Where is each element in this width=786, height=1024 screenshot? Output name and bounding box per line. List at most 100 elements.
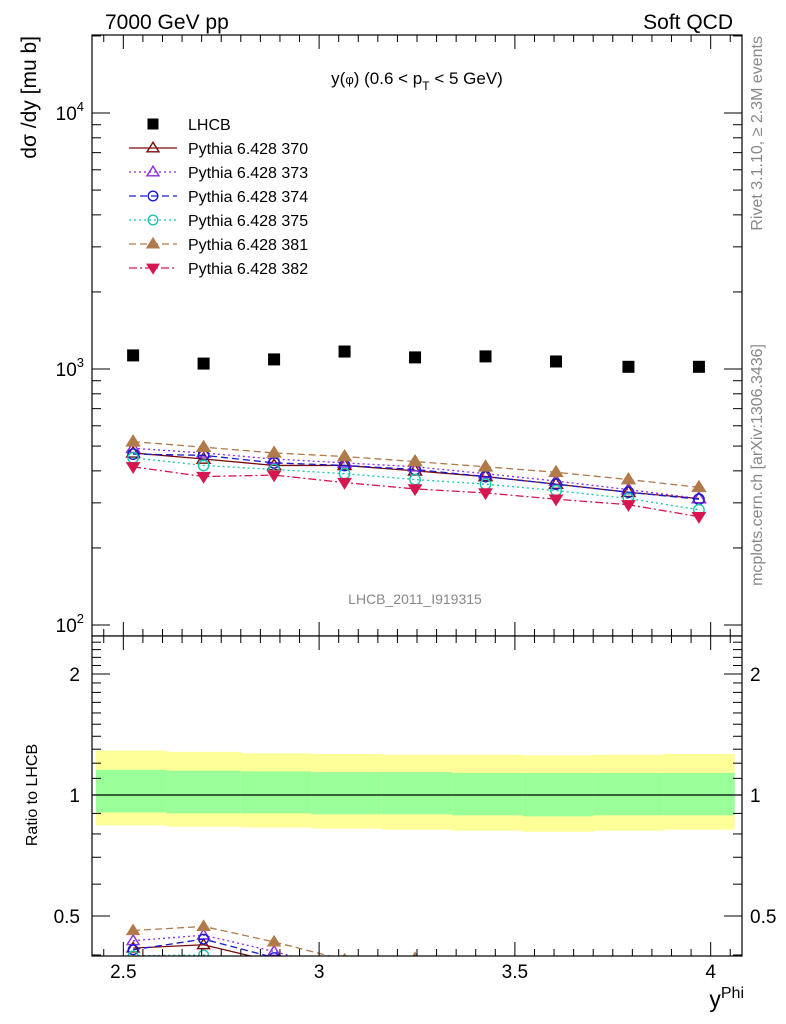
legend: LHCB Pythia 6.428 370 Pythia 6.428 373 Pyth… [129,117,308,278]
ratio-series-3-point-5 [481,979,491,989]
ratio-series-1-point-4 [409,968,421,978]
plot-title-post: < 5 GeV) [430,69,503,88]
plot-title-pre: y( [331,69,346,88]
ratio-series-2-point-2 [266,944,282,956]
ratio-series-1-point-1 [196,937,211,950]
legend-label-4: Pythia 6.428 375 [188,213,308,230]
ratio-series-6-line [133,970,699,1024]
main-ylabel: dσ /dy [mu b] [18,36,41,159]
ratio-series-3-point-6 [551,983,561,993]
main-series-6-point-0 [125,462,141,474]
ratio-series-3-point-7 [624,987,634,997]
ratio-series-4-point-4 [410,982,420,992]
main-series-4-point-1 [197,459,210,472]
ratio-series-5-point-6 [550,963,562,973]
ratio-ytick-label-right-0: 0.5 [750,907,776,928]
main-series-0-point-5 [479,350,492,363]
ratio-series-3-point-1 [198,933,210,945]
main-series-5-point-2 [266,445,282,458]
ratio-series-6-point-2 [268,973,280,983]
legend-label-1: Pythia 6.428 370 [188,141,308,158]
legend-label-5: Pythia 6.428 381 [188,237,308,254]
legend-marker-4 [147,214,159,226]
main-series-5-line [133,441,699,488]
x-axis-label: yPhi [709,985,744,1012]
ratio-series-5-point-5 [480,962,492,972]
ratio-series-4-point-2 [269,963,279,973]
main-series-0-point-3 [338,345,351,358]
ratio-ytick-label-left-1: 1 [69,786,80,807]
main-series-5-point-6 [548,464,564,478]
mcplots-side-text: mcplots.cern.ch [arXiv:1306.3436] [749,344,766,586]
main-series-0-point-6 [550,355,563,368]
main-ytick-label-1-exp: 3 [77,355,84,370]
main-series-5-point-8 [691,479,707,493]
ratio-series-6-point-5 [480,1005,492,1015]
legend-label-6: Pythia 6.428 382 [188,261,308,278]
plot-title-phi: φ [345,72,353,87]
main-series-0-point-2 [268,353,281,366]
main-series-5-point-7 [620,471,637,485]
main-ytick-label-1-base: 10 [56,360,77,381]
main-ytick-label-2: 104 [56,99,84,125]
ratio-band-inner-4 [381,772,453,815]
main-ytick-label-0-base: 10 [56,616,77,637]
legend-marker-2 [145,164,161,177]
main-ytick-label-2-base: 10 [56,104,77,125]
ratio-series-3-point-2 [268,952,280,956]
main-series-6-point-6 [548,494,564,507]
plot-title-mid: ) (0.6 < p [354,69,423,88]
main-series-1-point-6 [548,476,564,490]
main-series-3-point-7 [622,486,635,499]
ratio-series-4-point-1 [198,949,210,956]
legend-marker-5 [145,236,161,249]
ratio-band-inner-3 [311,772,383,815]
ratio-series-4-point-7 [624,997,634,1007]
ratio-series-6-point-4 [409,998,421,1008]
main-series-5-point-3 [336,448,353,462]
main-series-5-point-0 [125,434,141,447]
ratio-ytick-label-left-0: 0.5 [54,907,80,928]
main-series-2-point-8 [691,490,707,504]
x-tick-label-1: 3 [314,962,325,983]
main-series-6-point-2 [266,470,282,483]
ratio-series-2-point-4 [409,961,421,971]
ratio-series-3-point-8 [694,998,704,1008]
ratio-ytick-label-right-2: 2 [750,665,761,686]
ratio-series-5-point-7 [622,966,634,976]
main-ytick-label-0-exp: 2 [77,611,84,626]
main-series-6-point-4 [407,484,423,497]
legend-marker-1 [145,140,161,153]
main-series-5-point-1 [195,439,212,453]
ratio-axes: 0.5 0.5 1 1 2 2 2.5 3 3.5 4 [54,635,776,983]
main-ytick-label-0: 102 [56,611,84,637]
main-series-6-point-1 [196,471,211,484]
main-series-3-point-0 [127,448,140,461]
ratio-series-3-point-0 [127,944,139,956]
plot-title-sub: T [422,79,430,93]
main-plot-area [125,345,707,524]
main-series-0-point-4 [409,351,422,364]
ratio-series-3-point-3 [340,969,350,979]
ratio-series-1-line [133,944,254,956]
main-series-3-point-6 [550,478,562,491]
ratio-series-6-point-7 [622,1008,634,1018]
legend-label-2: Pythia 6.428 373 [188,165,308,182]
main-panel-bg [92,35,742,636]
ratio-series-5-line [133,925,333,956]
ratio-series-5-point-4 [412,951,418,956]
ratio-plot-area [92,750,742,1024]
ratio-band-inner-5 [452,772,524,816]
legend-marker-3 [147,190,159,202]
main-series-0-point-8 [692,360,705,373]
main-series-1-point-5 [477,469,494,482]
legend-label-3: Pythia 6.428 374 [188,189,308,206]
main-series-0-point-1 [197,357,210,370]
ratio-series-6-point-1 [198,969,210,979]
main-series-1-point-7 [620,484,637,498]
ratio-series-5-point-1 [196,919,211,931]
legend-marker-0 [147,118,159,130]
main-series-5-point-4 [407,453,423,467]
ratio-band-inner-8 [663,772,735,816]
